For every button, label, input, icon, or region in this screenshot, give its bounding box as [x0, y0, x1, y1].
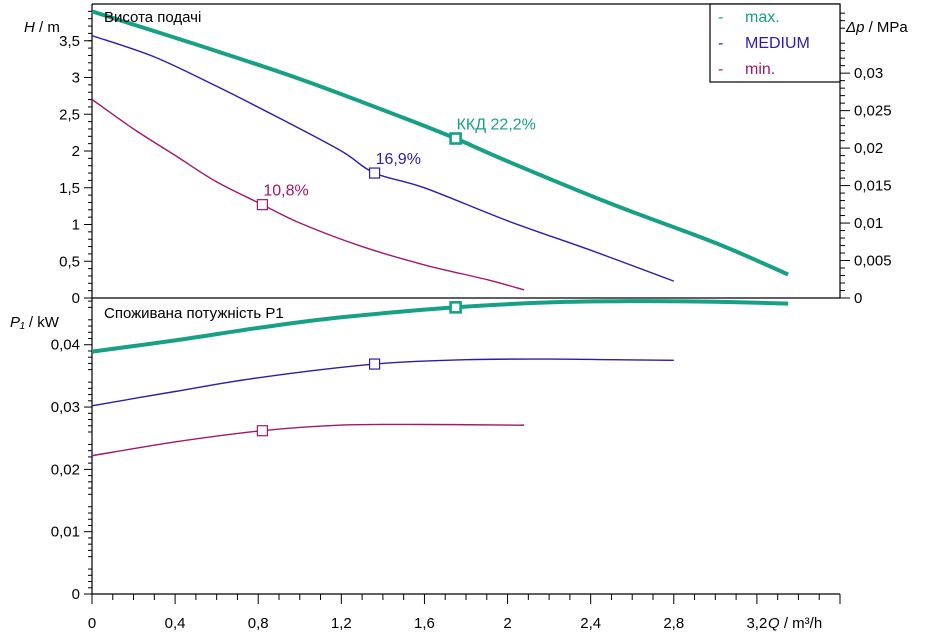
- y-axis-title-dp-symbol: Δp: [845, 19, 864, 36]
- series-markers: [256, 132, 462, 437]
- legend-dash-min: -: [718, 61, 723, 78]
- head-series-min: [91, 98, 525, 291]
- legend-dash-max: -: [718, 9, 723, 26]
- power-panel-title: Споживана потужність P1: [104, 305, 284, 322]
- head-efficiency-label-max: ККД 22,2%: [457, 117, 536, 134]
- head-marker-max: [449, 132, 462, 145]
- x-tick-label: 3,2: [746, 615, 767, 632]
- x-axis-title-flow: Q / m³/h: [768, 615, 822, 632]
- y2-tick-label-dp: 0,025: [854, 103, 892, 120]
- chart-legend: - max. - MEDIUM - min.: [709, 3, 841, 83]
- x-tick-label: 1,6: [414, 615, 435, 632]
- plot-frames: [91, 3, 841, 595]
- legend-label-medium: MEDIUM: [745, 35, 810, 52]
- series-lines: [91, 9, 789, 457]
- y-axis-title-power: P₁ / kW: [10, 314, 60, 331]
- x-axis-title-flow-symbol: Q: [768, 615, 780, 632]
- head-efficiency-label-medium: 16,9%: [376, 151, 421, 168]
- legend-label-max: max.: [745, 9, 780, 26]
- power-marker-max: [449, 301, 462, 314]
- y2-tick-label-dp: 0,03: [854, 65, 883, 82]
- y2-tick-label-dp: 0: [854, 290, 862, 307]
- y2-tick-label-dp: 0,02: [854, 140, 883, 157]
- power-series-medium: [91, 358, 674, 407]
- y-tick-label-h: 0,5: [59, 253, 80, 270]
- chart-text: 0 0,5 1 1,5 2 2,5 3 3,5 0 0,005 0,01 0,015 0,02 0,025…: [10, 9, 908, 632]
- head-marker-medium: [368, 167, 381, 179]
- y-tick-label-p1: 0,02: [51, 461, 80, 478]
- y-axis-title-dp: Δp / MPa: [845, 19, 908, 36]
- y-axis-title-head-unit: / m: [35, 19, 60, 36]
- y-axis-title-dp-unit: / MPa: [864, 19, 908, 36]
- x-tick-label: 0: [88, 615, 96, 632]
- axis-ticks: [84, 10, 850, 604]
- y-axis-title-power-symbol: P₁: [10, 314, 25, 331]
- y2-tick-label-dp: 0,01: [854, 215, 883, 232]
- y-tick-label-p1: 0,01: [51, 524, 80, 541]
- legend-label-min: min.: [745, 61, 775, 78]
- y-tick-label-h: 1,5: [59, 180, 80, 197]
- x-tick-label: 1,2: [331, 615, 352, 632]
- y-tick-label-h: 0: [72, 290, 80, 307]
- legend-dash-medium: -: [718, 35, 723, 52]
- legend-box: [709, 3, 841, 83]
- y-tick-label-h: 3: [72, 70, 80, 87]
- x-tick-label: 2: [503, 615, 511, 632]
- y-tick-label-p1: 0,03: [51, 399, 80, 416]
- y2-tick-label-dp: 0,015: [854, 178, 892, 195]
- y-tick-label-h: 1: [72, 217, 80, 234]
- x-tick-label: 2,8: [663, 615, 684, 632]
- y-tick-label-p1: 0,04: [51, 337, 80, 354]
- y-tick-label-h: 3,5: [59, 33, 80, 50]
- y-tick-label-h: 2: [72, 143, 80, 160]
- x-tick-label: 0,4: [165, 615, 186, 632]
- head-efficiency-label-min: 10,8%: [263, 183, 308, 200]
- y-axis-title-head: H / m: [24, 19, 60, 36]
- head-series-max: [91, 9, 789, 277]
- power-series-min: [91, 423, 525, 457]
- x-tick-label: 2,4: [580, 615, 601, 632]
- y-tick-label-h: 2,5: [59, 106, 80, 123]
- y2-tick-label-dp: 0,005: [854, 253, 892, 270]
- y-axis-title-head-symbol: H: [24, 19, 35, 36]
- y-axis-title-power-unit: / kW: [25, 314, 60, 331]
- head-series-medium: [91, 34, 675, 282]
- x-axis-title-flow-unit: / m³/h: [780, 615, 823, 632]
- x-tick-label: 0,8: [248, 615, 269, 632]
- head-marker-min: [256, 199, 268, 211]
- power-marker-min: [256, 425, 268, 437]
- head-panel-title: Висота подачі: [104, 9, 201, 26]
- power-marker-medium: [368, 358, 381, 370]
- y-tick-label-p1: 0: [72, 586, 80, 603]
